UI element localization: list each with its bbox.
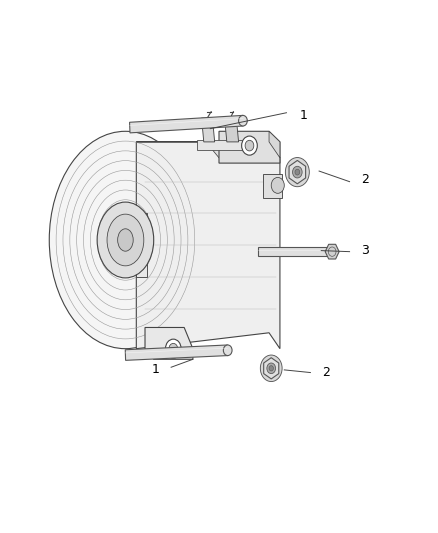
Polygon shape xyxy=(136,214,147,277)
Polygon shape xyxy=(197,140,245,150)
Circle shape xyxy=(223,345,232,356)
Circle shape xyxy=(260,355,282,382)
Polygon shape xyxy=(325,244,339,259)
Circle shape xyxy=(239,115,247,126)
Circle shape xyxy=(295,169,300,175)
Polygon shape xyxy=(225,119,239,142)
Circle shape xyxy=(169,343,178,354)
Polygon shape xyxy=(130,115,243,133)
Ellipse shape xyxy=(107,214,144,266)
Polygon shape xyxy=(136,142,280,158)
Circle shape xyxy=(271,177,284,193)
Circle shape xyxy=(166,339,181,358)
Polygon shape xyxy=(219,131,280,163)
Circle shape xyxy=(286,158,309,187)
Circle shape xyxy=(267,363,276,374)
Ellipse shape xyxy=(97,202,154,278)
Text: 1: 1 xyxy=(300,109,308,122)
Polygon shape xyxy=(145,327,193,359)
Polygon shape xyxy=(125,345,228,360)
Text: 2: 2 xyxy=(361,173,369,185)
Circle shape xyxy=(269,366,273,371)
Circle shape xyxy=(242,136,257,155)
Polygon shape xyxy=(269,131,280,158)
Polygon shape xyxy=(264,358,279,379)
Text: 3: 3 xyxy=(361,244,369,257)
Polygon shape xyxy=(258,247,332,256)
Polygon shape xyxy=(289,160,306,184)
Polygon shape xyxy=(201,118,215,142)
Text: 2: 2 xyxy=(321,366,329,379)
Circle shape xyxy=(245,140,254,151)
Polygon shape xyxy=(262,174,282,198)
Ellipse shape xyxy=(49,131,201,349)
Circle shape xyxy=(328,247,336,256)
Circle shape xyxy=(293,166,302,178)
Polygon shape xyxy=(136,142,280,349)
Text: 1: 1 xyxy=(152,364,160,376)
Ellipse shape xyxy=(118,229,133,251)
